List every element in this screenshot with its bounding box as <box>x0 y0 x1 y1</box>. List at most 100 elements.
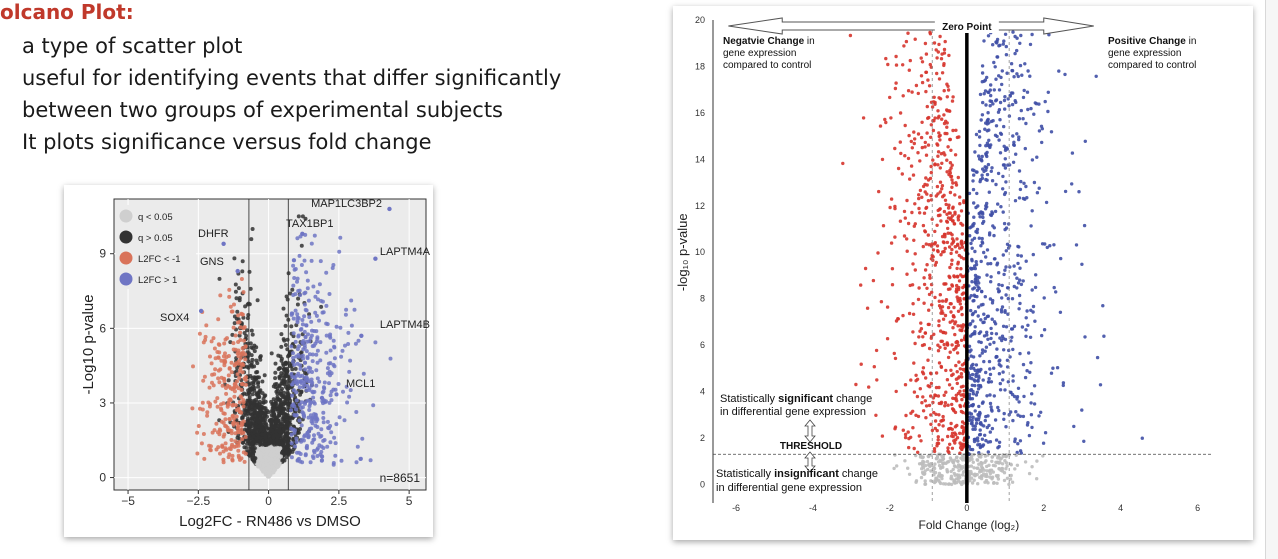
left-data-point <box>244 404 249 409</box>
right-data-point <box>923 145 927 149</box>
bullet-item: a type of scatter plot <box>22 34 243 58</box>
right-data-point <box>1032 402 1037 406</box>
right-data-point <box>950 386 954 390</box>
right-data-point <box>979 340 983 345</box>
right-data-point <box>980 289 984 294</box>
left-data-point <box>240 437 245 442</box>
left-data-point <box>329 430 334 435</box>
left-data-point <box>284 414 289 419</box>
right-data-point <box>1027 351 1031 355</box>
right-data-point <box>920 195 924 199</box>
left-data-point <box>232 321 237 326</box>
left-data-point <box>235 372 240 377</box>
right-data-point <box>905 198 909 203</box>
left-data-point <box>348 358 353 363</box>
right-data-point <box>958 195 962 199</box>
right-data-point <box>895 464 899 468</box>
left-data-point <box>257 413 262 418</box>
left-data-point <box>273 376 278 381</box>
right-data-point <box>932 449 937 454</box>
left-data-point <box>221 411 226 416</box>
right-data-point <box>973 427 977 431</box>
right-data-point <box>941 240 946 244</box>
right-data-point <box>942 113 946 117</box>
right-data-point <box>1054 290 1058 294</box>
left-data-point <box>258 357 263 362</box>
right-data-point <box>942 249 946 254</box>
right-data-point <box>974 421 979 425</box>
right-data-point <box>1046 90 1050 95</box>
left-data-point <box>290 367 295 372</box>
right-data-point <box>945 158 949 162</box>
right-data-point <box>937 423 941 427</box>
left-data-point <box>222 432 227 437</box>
right-data-point <box>1022 181 1026 185</box>
right-data-point <box>998 460 1002 465</box>
left-data-point <box>304 349 309 354</box>
right-data-point <box>911 426 915 430</box>
right-data-point <box>956 376 960 380</box>
right-data-point <box>1022 394 1026 399</box>
left-data-point <box>289 455 294 460</box>
left-data-point <box>271 470 275 475</box>
right-data-point <box>968 226 972 230</box>
right-data-point <box>989 169 993 173</box>
left-labeled-gene-point <box>359 333 364 338</box>
right-data-point <box>924 70 929 75</box>
right-data-point <box>988 231 992 235</box>
left-data-point <box>224 391 229 396</box>
left-data-point <box>303 371 308 375</box>
left-data-point <box>246 439 251 444</box>
right-data-point <box>1082 223 1087 228</box>
right-data-point <box>925 104 929 109</box>
left-data-point <box>242 331 247 335</box>
left-data-point <box>310 454 315 459</box>
left-data-point <box>302 434 307 439</box>
left-data-point <box>286 317 291 322</box>
right-data-point <box>983 460 987 464</box>
left-data-point <box>324 303 329 308</box>
right-data-point <box>983 418 987 423</box>
right-data-point <box>998 43 1002 47</box>
right-data-point <box>874 348 879 353</box>
right-data-point <box>1037 186 1041 190</box>
right-data-point <box>957 135 961 139</box>
right-data-point <box>948 442 952 446</box>
right-data-point <box>877 189 881 194</box>
left-data-point <box>304 308 309 313</box>
left-data-point <box>275 428 279 433</box>
right-data-point <box>956 459 960 463</box>
right-data-point <box>912 390 917 394</box>
right-data-point <box>950 343 954 347</box>
left-data-point <box>319 427 324 432</box>
right-data-point <box>1008 390 1013 394</box>
right-data-point <box>984 345 989 349</box>
left-data-point <box>266 470 271 475</box>
right-data-point <box>976 378 980 383</box>
right-data-point <box>993 133 998 137</box>
left-data-point <box>237 400 242 405</box>
right-data-point <box>935 71 939 76</box>
right-data-point <box>1012 324 1017 328</box>
right-data-point <box>931 128 936 133</box>
right-data-point <box>911 330 915 334</box>
right-data-point <box>958 328 962 332</box>
left-data-point <box>301 339 306 343</box>
left-data-point <box>223 441 228 446</box>
right-data-point <box>970 280 974 284</box>
left-data-point <box>347 369 352 374</box>
right-data-point <box>940 184 945 188</box>
right-y-tick-label: 18 <box>695 61 705 71</box>
right-data-point <box>1023 197 1027 201</box>
left-data-point <box>360 436 365 441</box>
right-data-point <box>936 249 940 253</box>
right-data-point <box>894 54 898 59</box>
right-data-point <box>923 469 927 473</box>
right-data-point <box>940 299 945 303</box>
left-data-point <box>281 419 286 424</box>
left-data-point <box>319 304 324 309</box>
right-data-point <box>1009 410 1013 414</box>
right-data-point <box>980 113 985 117</box>
right-data-point <box>973 150 977 154</box>
right-data-point <box>970 421 974 425</box>
